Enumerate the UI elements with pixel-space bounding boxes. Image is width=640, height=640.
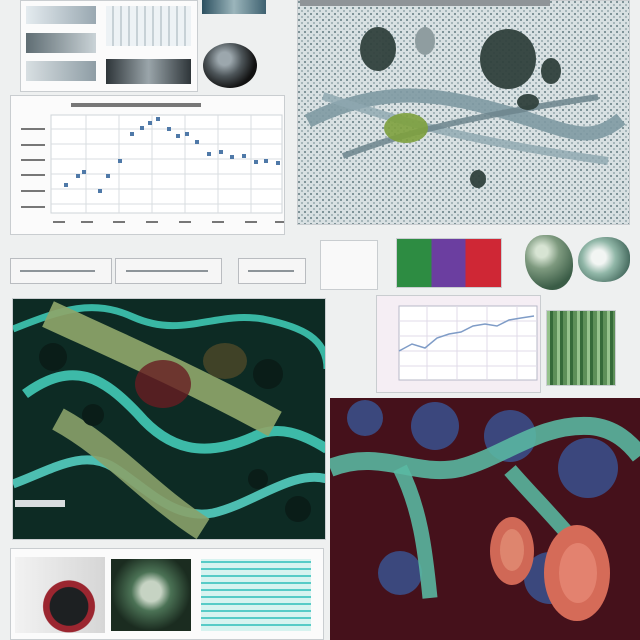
thumbnail-1 — [26, 6, 96, 24]
white-sketch-panel — [320, 240, 378, 290]
caption-text-3 — [248, 270, 294, 272]
scatter-chart — [21, 103, 285, 223]
line-chart-panel — [376, 295, 541, 393]
caption-text-2 — [126, 270, 208, 272]
leaf-object-1 — [525, 235, 573, 290]
specimen-capsule — [203, 43, 257, 88]
scatter-point — [207, 152, 211, 156]
small-image-top — [202, 0, 266, 14]
scatter-point — [64, 183, 68, 187]
leaf-object-2 — [578, 237, 630, 282]
micrograph-bottom-right — [330, 398, 640, 640]
bottom-left-gallery — [10, 548, 324, 640]
scatter-point — [148, 121, 152, 125]
left-caption-mark — [15, 500, 65, 524]
scatter-point — [156, 117, 160, 121]
scatter-point — [118, 159, 122, 163]
gallery-item-3 — [201, 559, 311, 631]
scatter-point — [106, 174, 110, 178]
scatter-point — [176, 134, 180, 138]
heatmap-panel — [396, 238, 502, 288]
scatter-point — [254, 160, 258, 164]
vegetation-panel — [546, 310, 616, 386]
tissue-network-icon — [13, 299, 325, 539]
scatter-point — [76, 174, 80, 178]
thumbnail-5 — [106, 59, 191, 84]
scatter-point — [264, 159, 268, 163]
scatter-point — [140, 126, 144, 130]
thumbnail-3 — [26, 61, 96, 81]
scatter-point — [185, 132, 189, 136]
thumbnail-4 — [106, 6, 191, 46]
caption-text-1 — [20, 270, 95, 272]
scatter-point — [130, 132, 134, 136]
header-text-mark-1 — [300, 0, 550, 6]
scatter-point — [230, 155, 234, 159]
gallery-item-2 — [111, 559, 191, 631]
scatter-point — [219, 150, 223, 154]
thumbnail-2 — [26, 33, 96, 53]
thumbnail-grid-top-left — [20, 0, 198, 92]
scatter-point — [284, 159, 285, 163]
scatter-point — [195, 140, 199, 144]
blood-vessel-icon — [330, 398, 640, 640]
cell-micrograph-icon — [298, 1, 629, 224]
scatter-point — [167, 127, 171, 131]
scatter-point — [82, 170, 86, 174]
micrograph-bottom-left — [12, 298, 326, 540]
scatter-point — [242, 154, 246, 158]
scatter-point — [98, 189, 102, 193]
scatter-point — [276, 161, 280, 165]
line-chart-miniature — [398, 305, 538, 381]
gallery-item-1 — [15, 557, 105, 633]
micrograph-top-right — [297, 0, 630, 225]
scatter-chart-panel — [10, 95, 285, 235]
